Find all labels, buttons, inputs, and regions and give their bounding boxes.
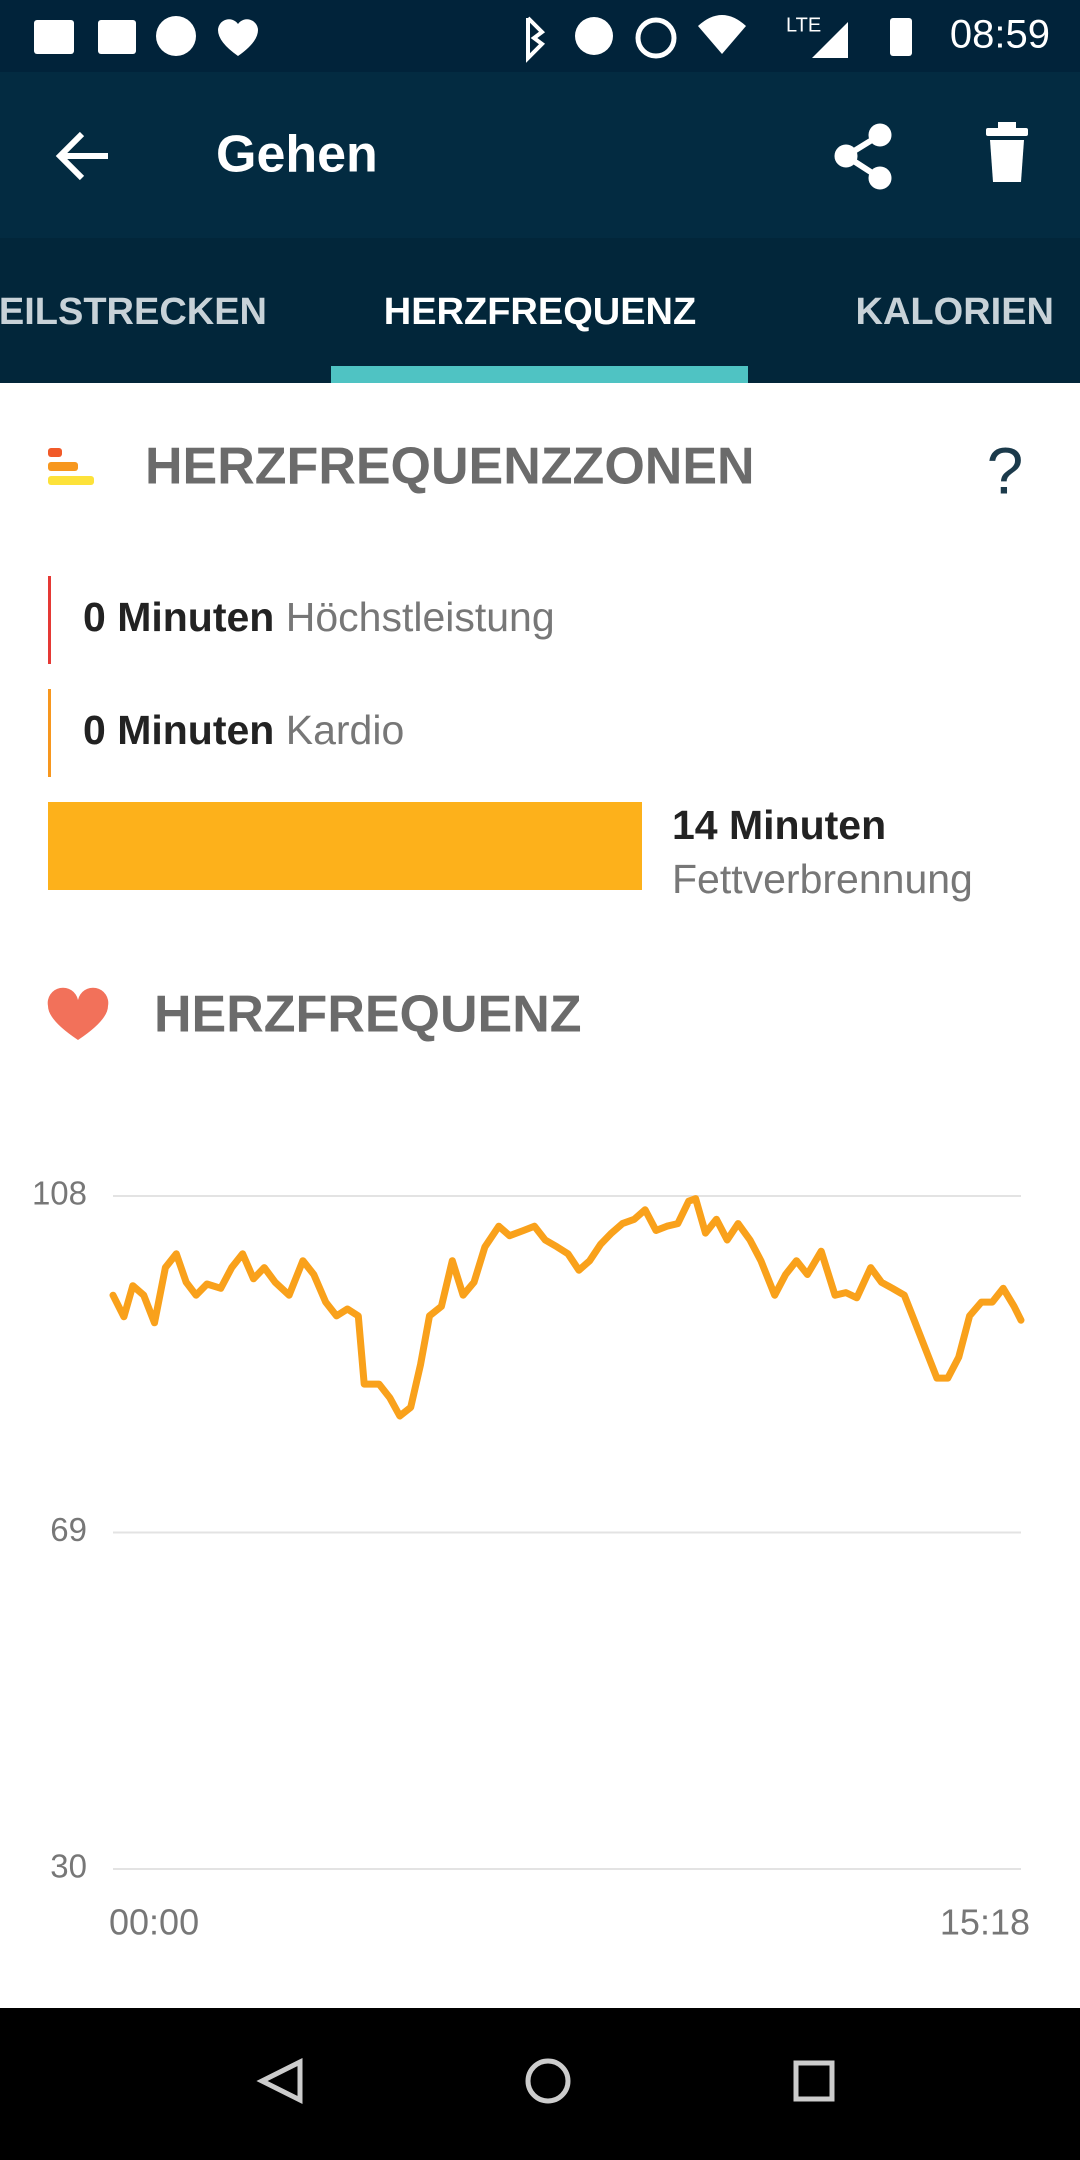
zone-row: 0 Minuten Kardio <box>83 707 404 753</box>
x-tick-label: 15:18 <box>940 1902 1030 1943</box>
tab[interactable]: TEILSTRECKEN <box>0 291 267 333</box>
nav-bar <box>0 2008 1080 2160</box>
zone-bar <box>48 576 51 664</box>
signal-icon <box>812 22 848 58</box>
heart-icon <box>47 987 109 1040</box>
nav-back[interactable] <box>256 2057 303 2105</box>
status-icons <box>34 15 912 63</box>
nav-recents[interactable] <box>793 2060 835 2102</box>
zone-bar <box>48 689 51 777</box>
zone-name: Höchstleistung <box>286 594 555 640</box>
y-tick-label: 30 <box>50 1848 87 1885</box>
network-label: LTE <box>786 14 821 36</box>
heart-rate-line <box>109 1195 1025 1420</box>
heart-rate-title: HERZFREQUENZ <box>154 986 582 1044</box>
sonos-icon <box>34 20 74 54</box>
y-tick-label: 69 <box>50 1511 87 1548</box>
dnd-icon <box>575 17 613 55</box>
toolbar <box>0 72 1080 238</box>
tab-bar <box>0 238 1080 383</box>
wifi-icon <box>698 15 746 54</box>
firefox-icon <box>156 16 196 56</box>
health-icon <box>218 19 258 56</box>
alarm-icon <box>635 17 677 59</box>
share-button[interactable] <box>834 123 892 190</box>
zone-bar <box>48 802 642 890</box>
battery-icon <box>890 18 912 56</box>
heart-rate-chart: 30 69 108 00:00 15:18 <box>32 1175 1030 1943</box>
zone-row: 0 Minuten Höchstleistung <box>83 594 555 640</box>
zone-name: Fettverbrennung <box>672 856 973 902</box>
delete-button[interactable] <box>986 122 1028 182</box>
bluetooth-icon <box>526 16 546 63</box>
help-button[interactable]: ? <box>987 433 1024 507</box>
zone-name: Kardio <box>286 707 405 753</box>
toolbar-title: Gehen <box>216 126 378 184</box>
zone-minutes: 0 Minuten <box>83 594 274 640</box>
y-tick-label: 108 <box>32 1175 87 1212</box>
zone-minutes: 14 Minuten <box>672 802 886 848</box>
image-icon <box>98 20 136 54</box>
zone-minutes: 0 Minuten <box>83 707 274 753</box>
zones-icon <box>48 448 94 485</box>
tab[interactable]: KALORIEN <box>856 291 1054 333</box>
nav-home[interactable] <box>525 2058 571 2104</box>
zones-title: HERZFREQUENZZONEN <box>145 438 755 496</box>
clock: 08:59 <box>950 13 1050 57</box>
tab-indicator <box>331 366 748 383</box>
tab-selected[interactable]: HERZFREQUENZ <box>384 291 696 333</box>
x-tick-label: 00:00 <box>109 1902 199 1943</box>
back-button[interactable] <box>55 131 108 181</box>
